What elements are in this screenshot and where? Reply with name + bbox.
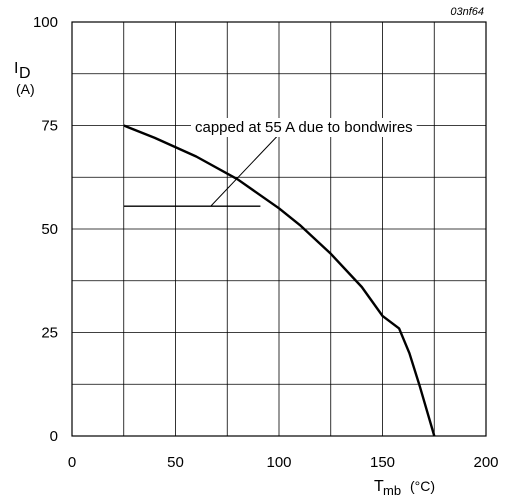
y-axis-label-main: I	[14, 60, 18, 77]
y-axis-label-unit: (A)	[16, 81, 35, 97]
y-tick-label: 25	[41, 325, 58, 342]
annotation-background	[191, 118, 417, 137]
x-axis-label-unit: (°C)	[410, 478, 435, 494]
y-tick-labels: 0 25 50 75 100	[33, 14, 58, 445]
x-tick-labels: 0 50 100 150 200	[68, 454, 499, 471]
x-tick-label: 150	[370, 454, 395, 471]
x-axis-label-main: T	[374, 478, 384, 495]
series-line-derating	[123, 124, 436, 437]
x-tick-label: 0	[68, 454, 76, 471]
series-group	[123, 124, 436, 437]
annotation-text: capped at 55 A due to bondwires	[195, 119, 413, 136]
y-tick-label: 50	[41, 221, 58, 238]
plot-frame	[71, 21, 487, 437]
x-tick-label: 100	[266, 454, 291, 471]
y-axis-label-sub: D	[19, 65, 31, 82]
x-tick-label: 200	[473, 454, 498, 471]
x-axis-label-sub: mb	[383, 483, 401, 498]
grid	[72, 22, 486, 436]
x-tick-label: 50	[167, 454, 184, 471]
y-tick-label: 75	[41, 118, 58, 135]
y-tick-label: 100	[33, 14, 58, 31]
y-tick-label: 0	[50, 428, 58, 445]
figure-code: 03nf64	[450, 6, 484, 18]
annotation-leader-line	[210, 127, 286, 207]
